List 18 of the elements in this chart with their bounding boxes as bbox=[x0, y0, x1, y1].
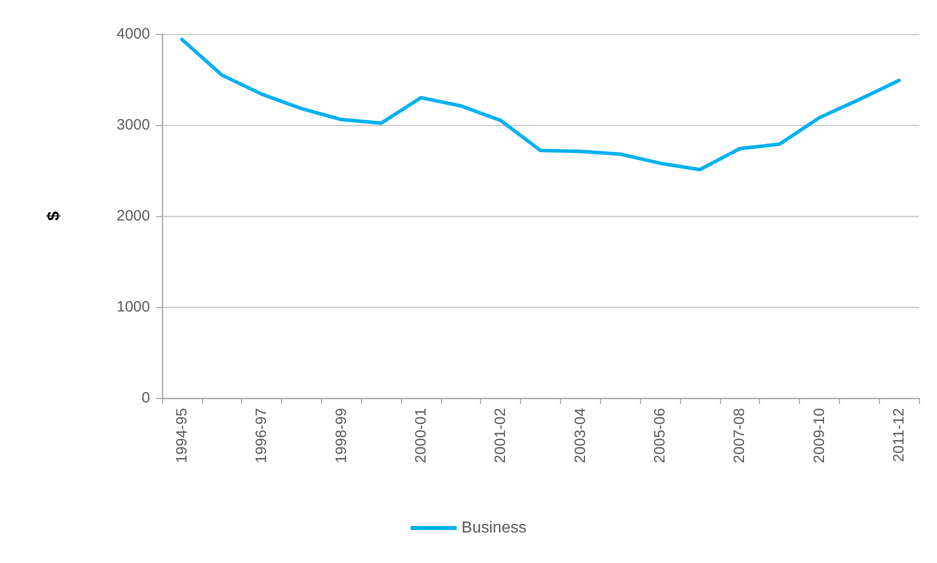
legend-label: Business bbox=[462, 520, 526, 536]
line-series bbox=[180, 38, 901, 172]
x-tick-label: 2011-12 bbox=[890, 408, 908, 462]
y-tick-label: 0 bbox=[142, 390, 150, 406]
x-tick-label: 2009-10 bbox=[810, 408, 828, 464]
y-tick-label: 4000 bbox=[116, 26, 150, 42]
x-tick-label: 2000-01 bbox=[412, 408, 430, 464]
y-tick-label: 3000 bbox=[116, 116, 150, 134]
y-axis-title: $ bbox=[44, 210, 63, 221]
x-tick-label: 1994-95 bbox=[173, 408, 190, 464]
x-tick-label: 1998-99 bbox=[332, 408, 350, 464]
x-tick-label: 1996-97 bbox=[253, 408, 270, 464]
y-tick-label: 2000 bbox=[116, 208, 150, 224]
x-tick-label: 2003-04 bbox=[572, 408, 589, 464]
x-tick-label: 2005-06 bbox=[652, 408, 669, 464]
x-tick-label: 2001-02 bbox=[492, 408, 510, 464]
y-tick-label: 1000 bbox=[116, 298, 150, 316]
x-tick-label: 2007-08 bbox=[731, 408, 748, 464]
